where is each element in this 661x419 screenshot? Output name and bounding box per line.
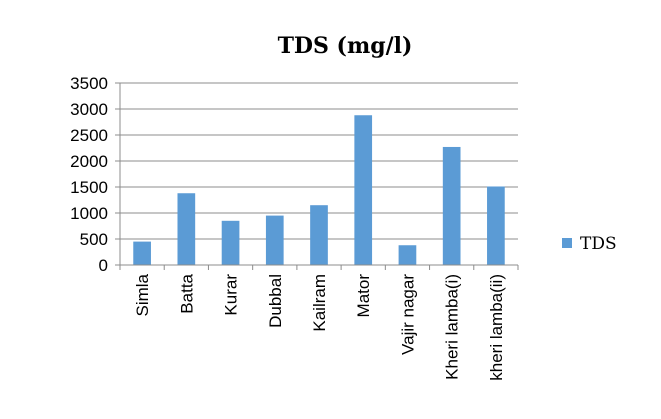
x-category-label: Kurar — [222, 274, 241, 316]
y-tick-label: 2000 — [70, 152, 108, 171]
bar-batta — [177, 193, 196, 265]
y-tick-label: 500 — [80, 230, 108, 249]
y-tick-label: 3500 — [70, 74, 108, 93]
x-category-label: Mator — [354, 274, 373, 318]
legend-swatch — [562, 238, 572, 248]
legend: TDS — [562, 234, 617, 254]
bar-mator — [354, 115, 373, 266]
chart-title: TDS (mg/l) — [278, 33, 413, 59]
bar-simla — [133, 241, 151, 265]
bar-kheri-lamba-i- — [442, 146, 461, 265]
x-category-label: Vajir nagar — [398, 274, 417, 355]
bar-vajir-nagar — [398, 245, 417, 265]
x-category-label: Dubbal — [266, 274, 285, 328]
bar-kailram — [310, 205, 328, 265]
x-category-label: Batta — [177, 273, 196, 313]
y-tick-label: 3000 — [70, 100, 108, 119]
x-category-label: Kailram — [310, 274, 329, 332]
y-tick-label: 0 — [99, 256, 108, 275]
x-category-label: Simla — [133, 273, 152, 316]
bar-dubbal — [265, 215, 284, 265]
y-axis-ticks: 0 500 1000 1500 2000 2500 3000 3500 — [70, 74, 108, 275]
bar-kheri-lamba-ii- — [487, 186, 505, 265]
x-axis-labels: Simla Batta Kurar Dubbal Kailram Mator Vajir n… — [133, 273, 506, 380]
x-category-label: kheri lamba(ii) — [487, 274, 506, 381]
y-tick-label: 1000 — [70, 204, 108, 223]
y-tick-label: 2500 — [70, 126, 108, 145]
bar-kurar — [221, 220, 240, 265]
axes — [115, 82, 519, 270]
y-tick-label: 1500 — [70, 178, 108, 197]
x-category-label: Kheri lamba(i) — [443, 274, 462, 380]
bars — [133, 115, 505, 266]
legend-label: TDS — [580, 234, 617, 254]
